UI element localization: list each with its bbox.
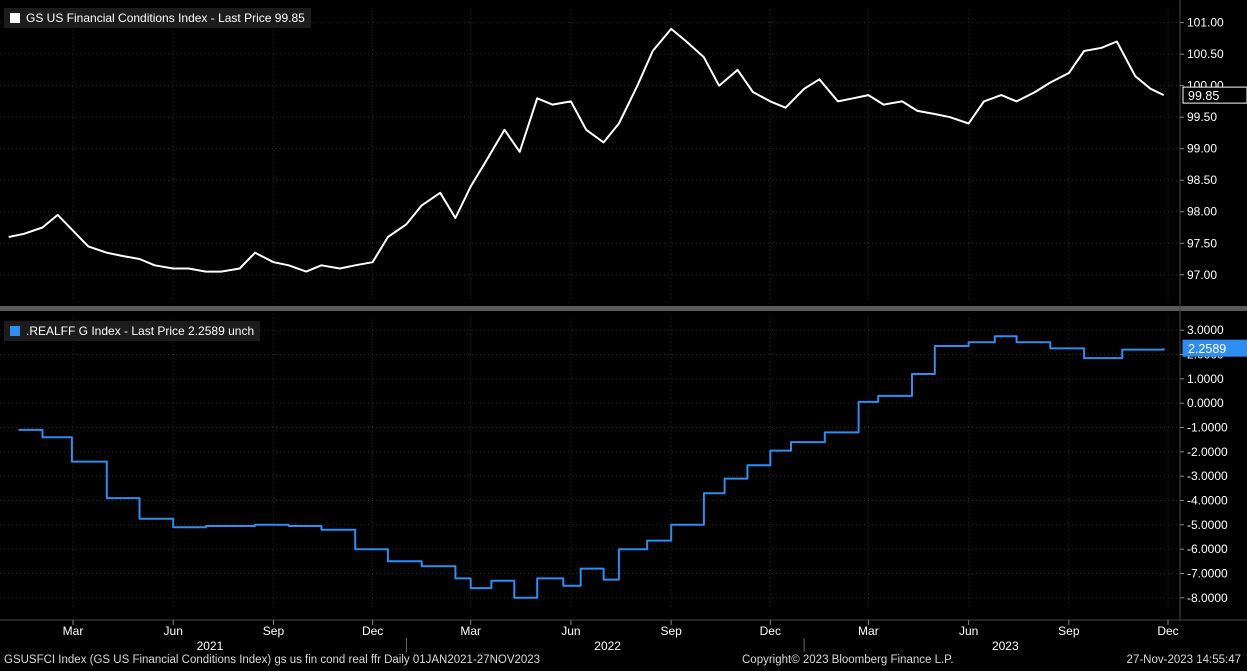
legend-swatch-blue: [10, 326, 20, 336]
y-tick-label: -2.0000: [1187, 445, 1228, 459]
x-tick-label: Mar: [460, 624, 481, 638]
y-tick-label: 0.0000: [1187, 396, 1224, 410]
series-line-gs-fci: [8, 27, 1165, 273]
y-tick-label: 101.00: [1187, 16, 1224, 30]
x-tick-label: Sep: [1058, 624, 1080, 638]
x-tick-label: Dec: [760, 624, 781, 638]
footer-copyright: Copyright© 2023 Bloomberg Finance L.P.: [742, 654, 954, 666]
legend-label-gs-fci: GS US Financial Conditions Index - Last …: [26, 11, 305, 25]
y-tick-label: -7.0000: [1187, 567, 1228, 581]
x-tick-label: Mar: [858, 624, 879, 638]
y-tick-label: -4.0000: [1187, 494, 1228, 508]
x-tick-label: Jun: [959, 624, 978, 638]
y-tick-label: -1.0000: [1187, 421, 1228, 435]
y-tick-label: -3.0000: [1187, 469, 1228, 483]
y-tick-label: 97.00: [1187, 268, 1217, 282]
x-tick-label: Dec: [362, 624, 383, 638]
panel-divider: [0, 306, 1247, 311]
y-tick-label: 99.50: [1187, 110, 1217, 124]
last-price-label: 2.2589: [1188, 342, 1226, 356]
y-tick-label: 99.00: [1187, 142, 1217, 156]
y-tick-label: 3.0000: [1187, 323, 1224, 337]
x-tick-label: Dec: [1157, 624, 1178, 638]
x-tick-label: Sep: [263, 624, 285, 638]
x-tick-label: Jun: [561, 624, 580, 638]
x-year-label: 2021: [197, 639, 224, 653]
legend-realff: .REALFF G Index - Last Price 2.2589 unch: [4, 321, 261, 341]
x-tick-label: Sep: [660, 624, 682, 638]
y-tick-label: 1.0000: [1187, 372, 1224, 386]
footer-timestamp: 27-Nov-2023 14:55:47: [1126, 654, 1241, 666]
y-tick-label: 100.50: [1187, 47, 1224, 61]
last-price-label: 99.85: [1188, 89, 1219, 103]
y-tick-label: -8.0000: [1187, 591, 1228, 605]
y-tick-label: 97.50: [1187, 236, 1217, 250]
legend-label-realff: .REALFF G Index - Last Price 2.2589 unch: [26, 324, 255, 338]
x-tick-label: Mar: [63, 624, 84, 638]
x-year-label: 2023: [992, 639, 1019, 653]
y-tick-label: 98.00: [1187, 205, 1217, 219]
legend-swatch-white: [10, 13, 20, 23]
y-tick-label: -6.0000: [1187, 542, 1228, 556]
y-tick-label: 98.50: [1187, 173, 1217, 187]
x-tick-label: Jun: [164, 624, 183, 638]
last-price-box: [1182, 86, 1247, 104]
last-price-box: [1182, 339, 1247, 357]
series-line-realff: [18, 335, 1165, 599]
legend-gs-fci: GS US Financial Conditions Index - Last …: [4, 8, 311, 28]
x-year-label: 2022: [594, 639, 621, 653]
y-tick-label: -5.0000: [1187, 518, 1228, 532]
footer-description: GSUSFCI Index (GS US Financial Condition…: [4, 654, 541, 666]
